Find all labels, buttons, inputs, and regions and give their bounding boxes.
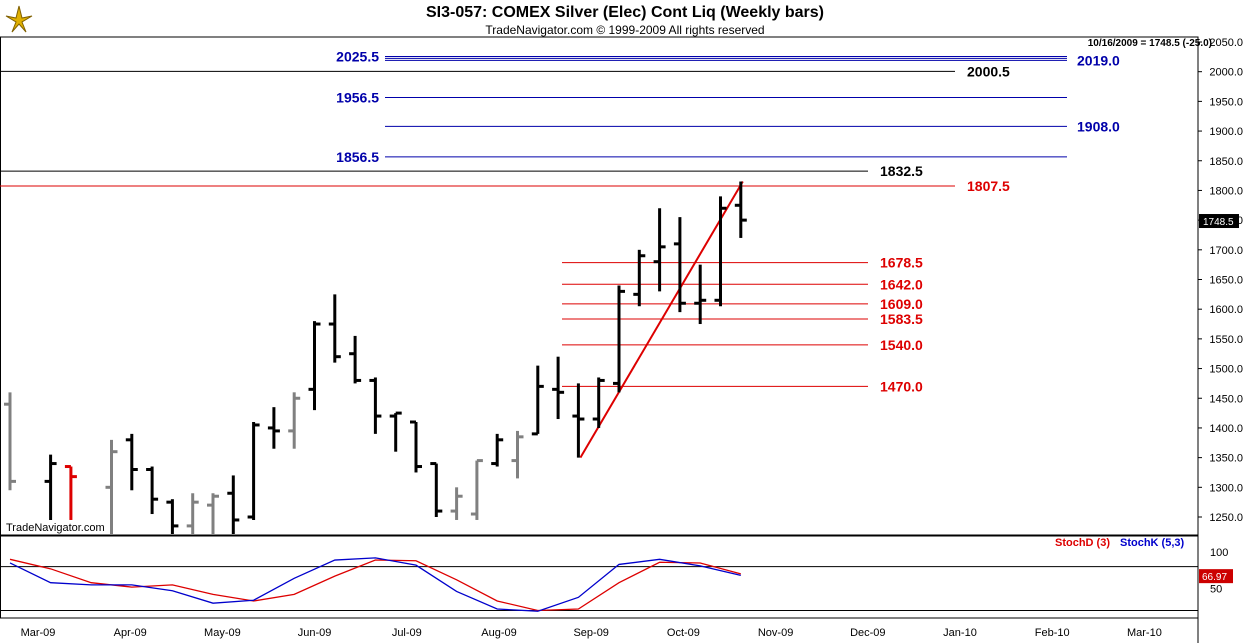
y-tick-label: 1350.0 [1209,453,1243,465]
price-panel-frame [0,36,1199,536]
x-tick-label: Mar-09 [21,627,56,639]
price-bar [673,217,686,313]
price-bar [267,407,280,449]
price-bar [64,465,77,520]
price-bar [531,365,544,436]
price-level-label: 2000.5 [967,63,1010,79]
stoch-d-legend: StochD (3) [1055,537,1110,549]
price-bar [389,411,402,452]
price-bar [511,430,524,479]
y-tick-label: 1900.0 [1209,126,1243,138]
price-bar [633,249,646,307]
x-tick-label: May-09 [204,627,241,639]
y-tick-label: 1500.0 [1209,364,1243,376]
price-bar [207,493,219,534]
price-level-label: 1908.0 [1077,118,1120,134]
price-bar [166,499,179,534]
stoch-k-legend: StochK (5,3) [1120,537,1185,549]
price-bar [328,294,341,363]
y-tick-label: 1800.0 [1209,185,1243,197]
price-bar [247,422,260,520]
stochastic-y-tick-label: 100 [1210,547,1228,559]
price-bar [349,335,362,384]
price-level-label: 1609.0 [880,296,923,312]
x-tick-label: Sep-09 [573,627,608,639]
price-bar [105,439,118,534]
x-tick-label: Nov-09 [758,627,793,639]
price-bar [592,377,605,428]
stochastic-last-value-label: 66.97 [1202,572,1227,583]
stochastic-last-value-box [1199,569,1233,584]
price-bar [450,487,463,520]
y-tick-label: 1450.0 [1209,393,1243,405]
price-level-label: 2019.0 [1077,52,1120,68]
price-level-label: 1856.5 [336,149,379,165]
last-price-label: 1748.5 [1203,217,1234,228]
price-bar [613,285,625,393]
y-tick-label: 1950.0 [1209,96,1243,108]
y-tick-label: 1550.0 [1209,334,1243,346]
y-tick-label: 1600.0 [1209,304,1243,316]
price-bar [714,196,727,307]
price-level-label: 1956.5 [336,90,379,106]
price-bar [369,377,382,434]
price-bar [227,475,240,534]
y-tick-label: 1300.0 [1209,482,1243,494]
price-level-label: 1642.0 [880,276,923,292]
price-level-label: 1678.5 [880,255,923,271]
price-bar [4,392,16,491]
price-bar [734,181,747,238]
price-bar [572,383,585,458]
x-tick-label: Mar-10 [1127,627,1162,639]
price-level-label: 2025.5 [336,49,379,65]
stoch-d-line [9,558,741,612]
price-bar [146,466,159,515]
last-price-info: 10/16/2009 = 1748.5 (-25.0) [1087,38,1212,49]
x-tick-label: Feb-10 [1035,627,1070,639]
y-tick-label: 1400.0 [1209,423,1243,435]
price-bar [186,493,199,534]
y-tick-label: 2000.0 [1209,67,1243,79]
price-bar [410,420,422,473]
x-tick-label: Oct-09 [667,627,700,639]
price-bar [430,462,443,517]
price-bar [125,433,138,491]
x-tick-label: Aug-09 [481,627,516,639]
x-tick-label: Jun-09 [298,627,332,639]
x-tick-label: Jan-10 [943,627,977,639]
price-bar [653,208,666,292]
chart-subtitle: TradeNavigator.com © 1999-2009 All right… [485,23,765,37]
x-tick-label: Apr-09 [114,627,147,639]
price-level-label: 1583.5 [880,311,923,327]
price-bar [308,321,321,411]
price-level-label: 1470.0 [880,378,923,394]
x-tick-label: Dec-09 [850,627,885,639]
stochastic-y-tick-label: 50 [1210,584,1222,596]
trend-line [579,181,744,459]
price-level-label: 1807.5 [967,178,1010,194]
chart-title: SI3-057: COMEX Silver (Elec) Cont Liq (W… [425,4,825,21]
x-tick-label: Jul-09 [392,627,422,639]
price-bar [44,454,57,520]
stoch-k-line [9,557,741,612]
y-tick-label: 2050.0 [1209,37,1243,49]
trade-navigator-logo-icon [4,4,34,39]
stochastic-panel-frame [0,535,1199,619]
price-level-label: 1540.0 [880,337,923,353]
price-bar [491,433,504,467]
price-bar [552,356,565,420]
y-tick-label: 1700.0 [1209,245,1243,257]
price-bar [694,264,707,325]
price-level-label: 1832.5 [880,163,923,179]
watermark: TradeNavigator.com [6,522,105,534]
y-tick-label: 1250.0 [1209,512,1243,524]
last-price-box [1199,214,1239,229]
price-bar [288,392,301,449]
price-bar [470,459,483,520]
y-tick-label: 1650.0 [1209,275,1243,287]
y-tick-label: 1850.0 [1209,156,1243,168]
